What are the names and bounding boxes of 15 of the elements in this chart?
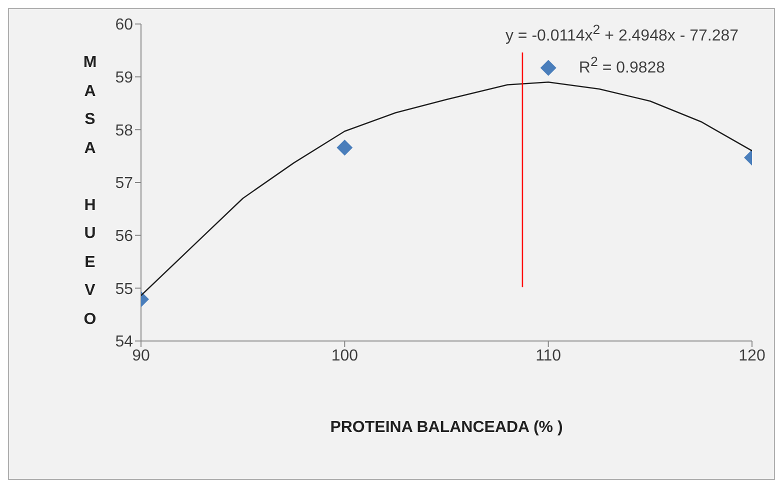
y-tick-label: 55 <box>115 280 134 298</box>
x-tick-label: 120 <box>738 347 766 364</box>
annotation: y = -0.0114x$^{2}$ + 2.4948x - 77.287 <box>504 21 740 46</box>
text: MASA HUEVO <box>83 54 97 328</box>
y-tick-label: 59 <box>115 70 134 87</box>
y-tick-label: 60 <box>115 16 134 34</box>
annotation: R$^{2}$ = 0.9828 <box>578 53 666 79</box>
y-tick-label: 54 <box>115 334 134 351</box>
x-tick-label: 100 <box>331 347 358 364</box>
y-tick-label: 56 <box>115 228 134 246</box>
x-tick-label: 110 <box>536 347 562 364</box>
y-tick-label: 58 <box>115 122 134 140</box>
x-axis-title: PROTEINA BALANCEADA (% ) <box>329 419 564 437</box>
x-tick-label: 90 <box>132 347 150 364</box>
y-tick-label: 57 <box>115 175 134 192</box>
